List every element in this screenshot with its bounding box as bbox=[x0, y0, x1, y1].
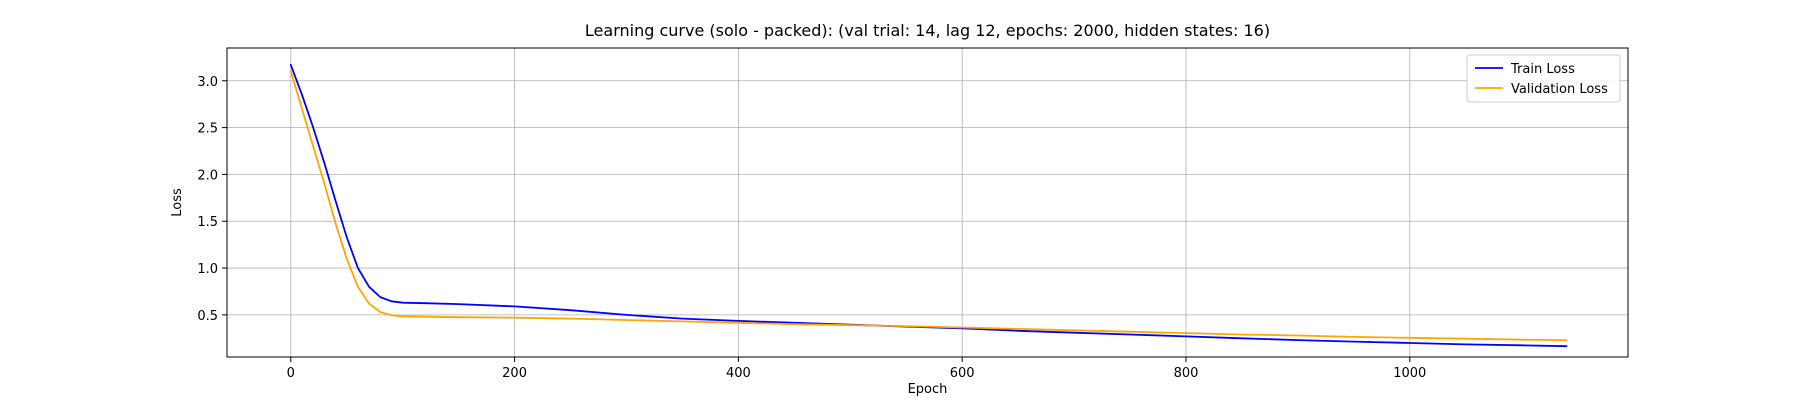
ticks-layer: 0 200 400 600 800 1000 0.5 1.0 1.5 2.0 2.5 3.0 bbox=[197, 75, 1426, 381]
plot-frame bbox=[226, 47, 1629, 358]
y-tick-label: 2.5 bbox=[197, 122, 218, 137]
legend: Train Loss Validation Loss bbox=[1466, 54, 1621, 103]
x-tick-label: 1000 bbox=[1393, 366, 1426, 381]
x-tick-label: 400 bbox=[726, 366, 751, 381]
grid-layer bbox=[227, 48, 1628, 357]
legend-box bbox=[1466, 54, 1621, 103]
x-tick-label: 0 bbox=[287, 366, 295, 381]
x-tick-label: 600 bbox=[950, 366, 975, 381]
legend-label-validation-loss: Validation Loss bbox=[1511, 82, 1608, 97]
y-tick-label: 3.0 bbox=[197, 75, 218, 90]
y-tick-label: 0.5 bbox=[197, 309, 218, 324]
x-axis-label: Epoch bbox=[908, 382, 948, 397]
y-tick-label: 2.0 bbox=[197, 168, 218, 183]
y-tick-label: 1.0 bbox=[197, 262, 218, 277]
x-tick-label: 800 bbox=[1174, 366, 1199, 381]
series-line-train-loss bbox=[289, 64, 1568, 348]
series-layer bbox=[289, 64, 1568, 348]
y-axis-label: Loss bbox=[170, 188, 185, 217]
y-tick-label: 1.5 bbox=[197, 215, 218, 230]
x-tick-label: 200 bbox=[502, 366, 527, 381]
legend-label-train-loss: Train Loss bbox=[1510, 62, 1575, 77]
series-line-validation-loss bbox=[289, 70, 1568, 342]
chart-title: Learning curve (solo - packed): (val tri… bbox=[585, 21, 1270, 40]
